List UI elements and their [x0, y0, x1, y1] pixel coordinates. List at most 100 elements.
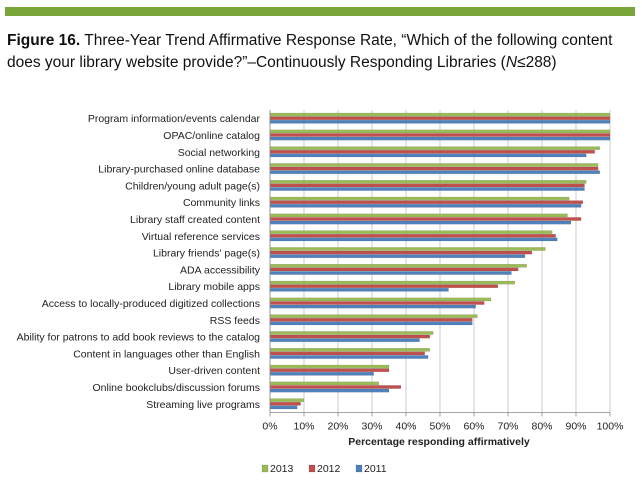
bar-2012 [269, 318, 473, 322]
bar-2012 [269, 183, 585, 188]
figure-n-variable: N [505, 54, 518, 71]
category-label: Content in languages other than English [73, 348, 260, 360]
bar-2013 [269, 331, 434, 335]
bar-2012 [269, 284, 498, 288]
bar-2011 [269, 254, 526, 258]
category-label: ADA accessibility [180, 264, 261, 276]
bar-2012 [269, 116, 611, 120]
bar-2012 [269, 402, 301, 406]
bar-2012 [269, 250, 532, 255]
category-label: Community links [183, 197, 260, 209]
bar-2013 [269, 364, 390, 369]
x-tick-label: 0% [262, 420, 277, 432]
bar-2011 [269, 355, 429, 359]
bar-2011 [269, 136, 611, 141]
x-tick-label: 30% [361, 420, 382, 432]
category-label: Access to locally-produced digitized col… [42, 298, 260, 310]
bar-2012 [269, 334, 430, 339]
bar-2012 [269, 150, 595, 154]
bar-2011 [269, 321, 473, 326]
category-label: Social networking [178, 147, 260, 159]
x-tick-label: 60% [463, 420, 484, 432]
bar-2011 [269, 153, 587, 158]
bar-2013 [269, 314, 478, 318]
bar-2013 [269, 129, 611, 134]
category-label: Ability for patrons to add book reviews … [17, 332, 261, 344]
bar-2012 [269, 217, 582, 221]
bar-2011 [269, 288, 449, 292]
x-tick-label: 20% [327, 420, 348, 432]
category-label: OPAC/online catalog [163, 130, 260, 142]
top-rule [5, 7, 635, 16]
bar-2013 [269, 146, 600, 150]
x-tick-label: 80% [531, 420, 552, 432]
bar-2011 [269, 304, 476, 309]
bar-2013 [269, 213, 568, 218]
legend-swatch-2011 [355, 464, 363, 473]
bar-2011 [269, 271, 512, 275]
x-tick-label: 90% [565, 420, 586, 432]
category-label: Streaming live programs [146, 399, 260, 411]
legend-swatch-2013 [261, 464, 269, 473]
bar-2011 [269, 405, 298, 410]
category-label: Online bookclubs/discussion forums [93, 382, 261, 394]
bar-2011 [269, 170, 600, 174]
x-axis-label: Percentage responding affirmatively [348, 436, 530, 448]
chart-bars [269, 112, 611, 410]
category-label: Library staff created content [130, 214, 260, 226]
figure-number: Figure 16. [7, 32, 81, 49]
x-tick-label: 40% [395, 420, 416, 432]
legend-swatch-2012 [308, 464, 316, 473]
bar-2011 [269, 204, 582, 208]
bar-2011 [269, 388, 390, 393]
category-label: Library friends' page(s) [153, 248, 260, 260]
x-tick-labels: 0% 10% 20% 30% 40% 50% 60% 70% 80% 90% 100% [262, 420, 623, 432]
bar-2013 [269, 112, 611, 117]
bar-2012 [269, 301, 485, 305]
bar-2013 [269, 230, 553, 234]
bar-2011 [269, 237, 558, 242]
bar-2013 [269, 381, 379, 386]
legend-label-2011: 2011 [364, 463, 387, 475]
bar-2011 [269, 187, 585, 191]
bar-2013 [269, 247, 546, 251]
category-label: Children/young adult page(s) [125, 180, 260, 192]
legend: 2013 2012 2011 [261, 463, 387, 475]
legend-label-2012: 2012 [317, 463, 341, 475]
bar-2012 [269, 234, 556, 238]
bar-2013 [269, 398, 305, 402]
chart-grid [269, 110, 611, 413]
bar-2011 [269, 338, 420, 342]
x-tick-label: 70% [497, 420, 518, 432]
bar-2011 [269, 220, 572, 225]
figure-n-value: ≤288) [517, 54, 557, 71]
bar-2013 [269, 264, 527, 268]
category-label: Library-purchased online database [98, 164, 260, 176]
category-label: RSS feeds [210, 315, 260, 327]
bar-2012 [269, 166, 599, 171]
x-tick-label: 100% [597, 420, 624, 432]
bar-2011 [269, 372, 374, 376]
category-label: Program information/events calendar [88, 113, 261, 125]
category-labels: Program information/events calendar OPAC/… [17, 113, 261, 411]
category-label: User-driven content [168, 365, 260, 377]
bar-2013 [269, 280, 515, 285]
bar-2013 [269, 297, 492, 302]
bar-2012 [269, 351, 425, 356]
chart-axes [269, 110, 611, 417]
bar-2013 [269, 348, 430, 352]
bar-2012 [269, 385, 402, 389]
x-tick-label: 10% [293, 420, 314, 432]
bar-2011 [269, 120, 611, 124]
figure-title-text: Three-Year Trend Affirmative Response Ra… [7, 32, 613, 71]
bar-2013 [269, 163, 599, 167]
category-label: Virtual reference services [142, 231, 260, 243]
bar-2012 [269, 133, 611, 137]
bar-2012 [269, 200, 583, 204]
figure-title: Figure 16. Three-Year Trend Affirmative … [7, 30, 635, 74]
x-tick-label: 50% [429, 420, 450, 432]
bar-2012 [269, 368, 390, 372]
bar-2012 [269, 267, 519, 272]
legend-label-2013: 2013 [270, 463, 294, 475]
